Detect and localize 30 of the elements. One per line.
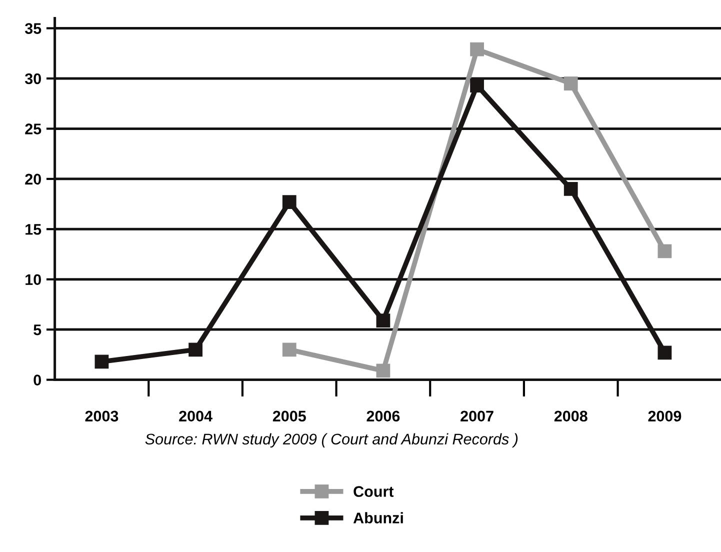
point: [282, 195, 296, 209]
point: [564, 182, 578, 196]
y-tick-label: 5: [34, 324, 42, 336]
y-tick-label: 25: [25, 124, 42, 134]
point: [470, 78, 484, 92]
point: [564, 76, 578, 90]
point: [658, 244, 672, 258]
point: [94, 354, 109, 369]
point: [658, 346, 672, 360]
x-tick-label: 2005: [272, 410, 306, 422]
legend-label: Abunzi: [353, 512, 403, 524]
x-tick-label: 2004: [179, 410, 212, 422]
x-tick-label: 2007: [460, 410, 494, 422]
y-tick-label: 30: [24, 73, 41, 84]
y-tick-label: 20: [25, 174, 41, 185]
x-tick-label: 2008: [554, 410, 588, 422]
x-tick-label: 2009: [648, 410, 682, 422]
point: [188, 342, 202, 357]
point: [470, 42, 484, 56]
source-note: Source: RWN study 2009 ( Court and Abunzi Records ): [145, 433, 518, 448]
point: [282, 342, 296, 357]
y-tick-label: 15: [26, 224, 42, 235]
y-tick-label: 10: [26, 274, 41, 286]
point: [376, 314, 390, 328]
point: [376, 364, 390, 378]
legend-label: Court: [354, 486, 394, 497]
x-tick-label: 2006: [366, 410, 400, 422]
y-tick-label: 0: [34, 374, 41, 386]
y-tick-label: 35: [24, 23, 42, 34]
x-tick-label: 2003: [85, 410, 118, 422]
